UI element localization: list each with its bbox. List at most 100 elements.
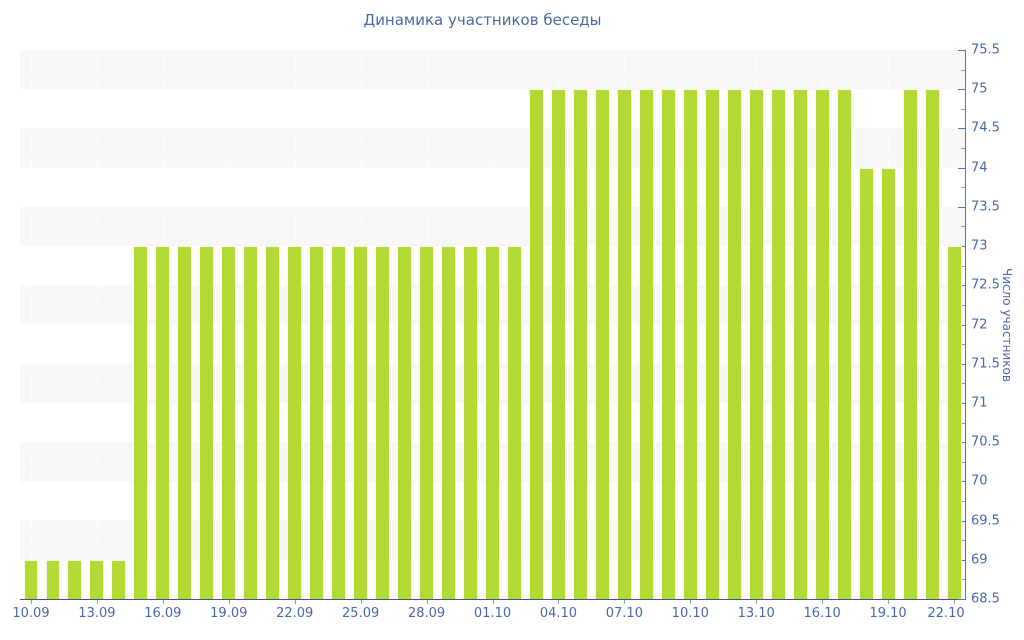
y-axis-tick [958, 206, 965, 208]
bar-slot [724, 50, 746, 599]
bar-slot [570, 50, 592, 599]
y-axis-label: 72 [971, 317, 988, 332]
bar-slot [460, 50, 482, 599]
bar-18.09[interactable] [199, 246, 215, 599]
x-axis-label: 01.10 [473, 606, 512, 621]
bar-20.10[interactable] [902, 89, 918, 599]
x-axis-tick [228, 600, 230, 604]
y-axis-minor-tick [961, 461, 965, 463]
x-axis-tick [822, 600, 824, 604]
bar-10.09[interactable] [23, 559, 39, 599]
y-axis-label: 73.5 [971, 199, 1000, 215]
vertical-gridline [30, 50, 32, 599]
x-axis-tick [624, 600, 626, 604]
bar-slot [833, 50, 855, 599]
bar-22.10[interactable] [946, 246, 962, 599]
bar-21.10[interactable] [924, 89, 940, 599]
bar-12.10[interactable] [727, 89, 742, 599]
bar-05.10[interactable] [573, 89, 589, 599]
bar-13.09[interactable] [89, 559, 105, 599]
bar-15.09[interactable] [133, 246, 149, 599]
x-axis-label: 16.10 [803, 606, 841, 621]
bar-16.10[interactable] [814, 89, 830, 599]
bar-17.09[interactable] [177, 246, 193, 599]
bar-08.10[interactable] [639, 89, 655, 599]
y-axis-label: 71.5 [971, 356, 1000, 372]
y-axis-label: 75 [971, 81, 988, 97]
x-axis-label: 07.10 [605, 606, 643, 621]
x-axis-label: 28.09 [407, 606, 446, 621]
bar-26.09[interactable] [375, 246, 391, 599]
bar-19.09[interactable] [221, 246, 237, 599]
bar-slot [328, 50, 350, 599]
y-axis-label: 74.5 [971, 120, 1000, 136]
bar-28.09[interactable] [419, 246, 435, 599]
x-axis-label: 19.09 [210, 606, 248, 621]
bar-14.09[interactable] [111, 559, 127, 599]
y-axis-minor-tick [961, 383, 965, 385]
bar-slot [877, 50, 899, 599]
bar-12.09[interactable] [67, 559, 83, 599]
vertical-gridline [96, 50, 98, 599]
bar-slot [680, 50, 702, 599]
bar-14.10[interactable] [770, 89, 786, 599]
bar-slot [789, 50, 811, 599]
bar-18.10[interactable] [858, 167, 874, 599]
bar-slot [218, 50, 240, 599]
y-label-layer: 75.5 75 74.5 74 73.5 73 72.5 72 71.5 71 70.5 70 69.5… [971, 43, 1013, 607]
bar-11.10[interactable] [705, 89, 720, 599]
plot-area [20, 50, 965, 599]
bar-21.09[interactable] [265, 246, 281, 599]
y-axis-minor-tick [961, 226, 965, 228]
bar-17.10[interactable] [836, 89, 852, 599]
x-axis-tick [30, 600, 32, 604]
bar-slot [196, 50, 218, 599]
x-axis-label: 22.09 [276, 606, 314, 621]
x-axis-label: 25.09 [342, 606, 380, 621]
bar-02.10[interactable] [507, 246, 523, 599]
bar-06.10[interactable] [595, 89, 611, 599]
bar-01.10[interactable] [485, 246, 501, 599]
bar-slot [262, 50, 284, 599]
x-axis-tick [492, 600, 494, 604]
bar-16.09[interactable] [155, 246, 171, 599]
y-axis-label: 69 [971, 552, 988, 568]
bar-slot [152, 50, 174, 599]
bar-13.10[interactable] [749, 89, 764, 599]
x-axis-tick [294, 600, 296, 604]
x-axis-tick [360, 600, 362, 604]
bar-slot [899, 50, 921, 599]
bar-slot [614, 50, 636, 599]
bar-09.10[interactable] [661, 89, 676, 599]
y-axis-title: Число участников [1000, 267, 1014, 382]
bar-30.09[interactable] [463, 246, 479, 599]
bar-24.09[interactable] [331, 246, 347, 599]
bar-25.09[interactable] [353, 246, 369, 599]
bar-11.09[interactable] [45, 559, 61, 599]
x-axis-tick [96, 600, 98, 604]
bar-22.09[interactable] [287, 246, 303, 599]
x-axis-label: 10.09 [12, 606, 50, 621]
bar-20.09[interactable] [243, 246, 259, 599]
y-axis-minor-tick [961, 422, 965, 424]
y-axis-label: 68.5 [971, 591, 1000, 607]
x-axis-tick [954, 600, 955, 604]
y-axis-minor-tick [961, 344, 965, 346]
bar-29.09[interactable] [441, 246, 457, 599]
bar-19.10[interactable] [880, 167, 896, 599]
bar-07.10[interactable] [617, 89, 633, 599]
bar-15.10[interactable] [792, 89, 808, 599]
x-axis-tick [690, 600, 692, 604]
y-axis-label: 70.5 [971, 434, 1000, 450]
y-axis-tick [958, 599, 965, 600]
bar-slot [921, 50, 943, 599]
bar-03.10[interactable] [529, 89, 545, 599]
bar-23.09[interactable] [309, 246, 325, 599]
bar-04.10[interactable] [551, 89, 567, 599]
bar-27.09[interactable] [397, 246, 413, 599]
bar-10.10[interactable] [683, 89, 698, 599]
bar-slot [482, 50, 504, 599]
x-tick-layer [20, 600, 965, 605]
bar-slot [548, 50, 570, 599]
